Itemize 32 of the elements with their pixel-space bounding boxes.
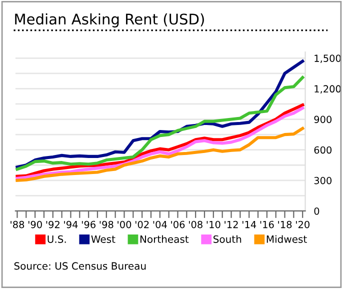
x-tick-label: '12 — [224, 220, 238, 228]
x-tick-label: '02 — [135, 220, 149, 228]
x-tick-label: '20 — [296, 220, 310, 228]
x-tick-label: '18 — [278, 220, 292, 228]
x-tick-label: '92 — [46, 220, 60, 228]
x-tick-label: '14 — [242, 220, 256, 228]
x-tick-label: '90 — [28, 220, 42, 228]
y-tick-label: 0 — [314, 207, 320, 215]
y-tick-label: 1,500 — [314, 54, 341, 63]
legend-label: Northeast — [140, 235, 189, 243]
line-series — [16, 76, 304, 171]
source-note: Source: US Census Bureau — [14, 262, 146, 270]
x-tick-label: '16 — [260, 220, 274, 228]
y-tick-label: 1,200 — [314, 85, 341, 94]
legend-label: West — [91, 236, 116, 243]
x-tick-label: '06 — [171, 220, 185, 228]
x-tick-label: '94 — [64, 220, 78, 228]
x-tick-label: '96 — [82, 220, 96, 228]
x-tick-label: '04 — [153, 220, 167, 228]
legend-label: South — [214, 235, 242, 243]
legend-label: U.S. — [48, 235, 66, 243]
x-tick-label: '00 — [118, 220, 132, 228]
x-tick-label: '08 — [188, 220, 202, 228]
x-tick-label: '10 — [206, 220, 220, 228]
y-tick-label: 900 — [314, 116, 332, 124]
x-tick-label: '98 — [100, 220, 114, 228]
line-series — [16, 126, 304, 182]
legend-label: Midwest — [266, 235, 307, 243]
y-tick-label: 300 — [314, 176, 332, 184]
y-tick-label: 600 — [314, 146, 332, 154]
chart-title: Median Asking Rent (USD) — [15, 13, 204, 28]
x-tick-label: '88 — [10, 220, 24, 228]
